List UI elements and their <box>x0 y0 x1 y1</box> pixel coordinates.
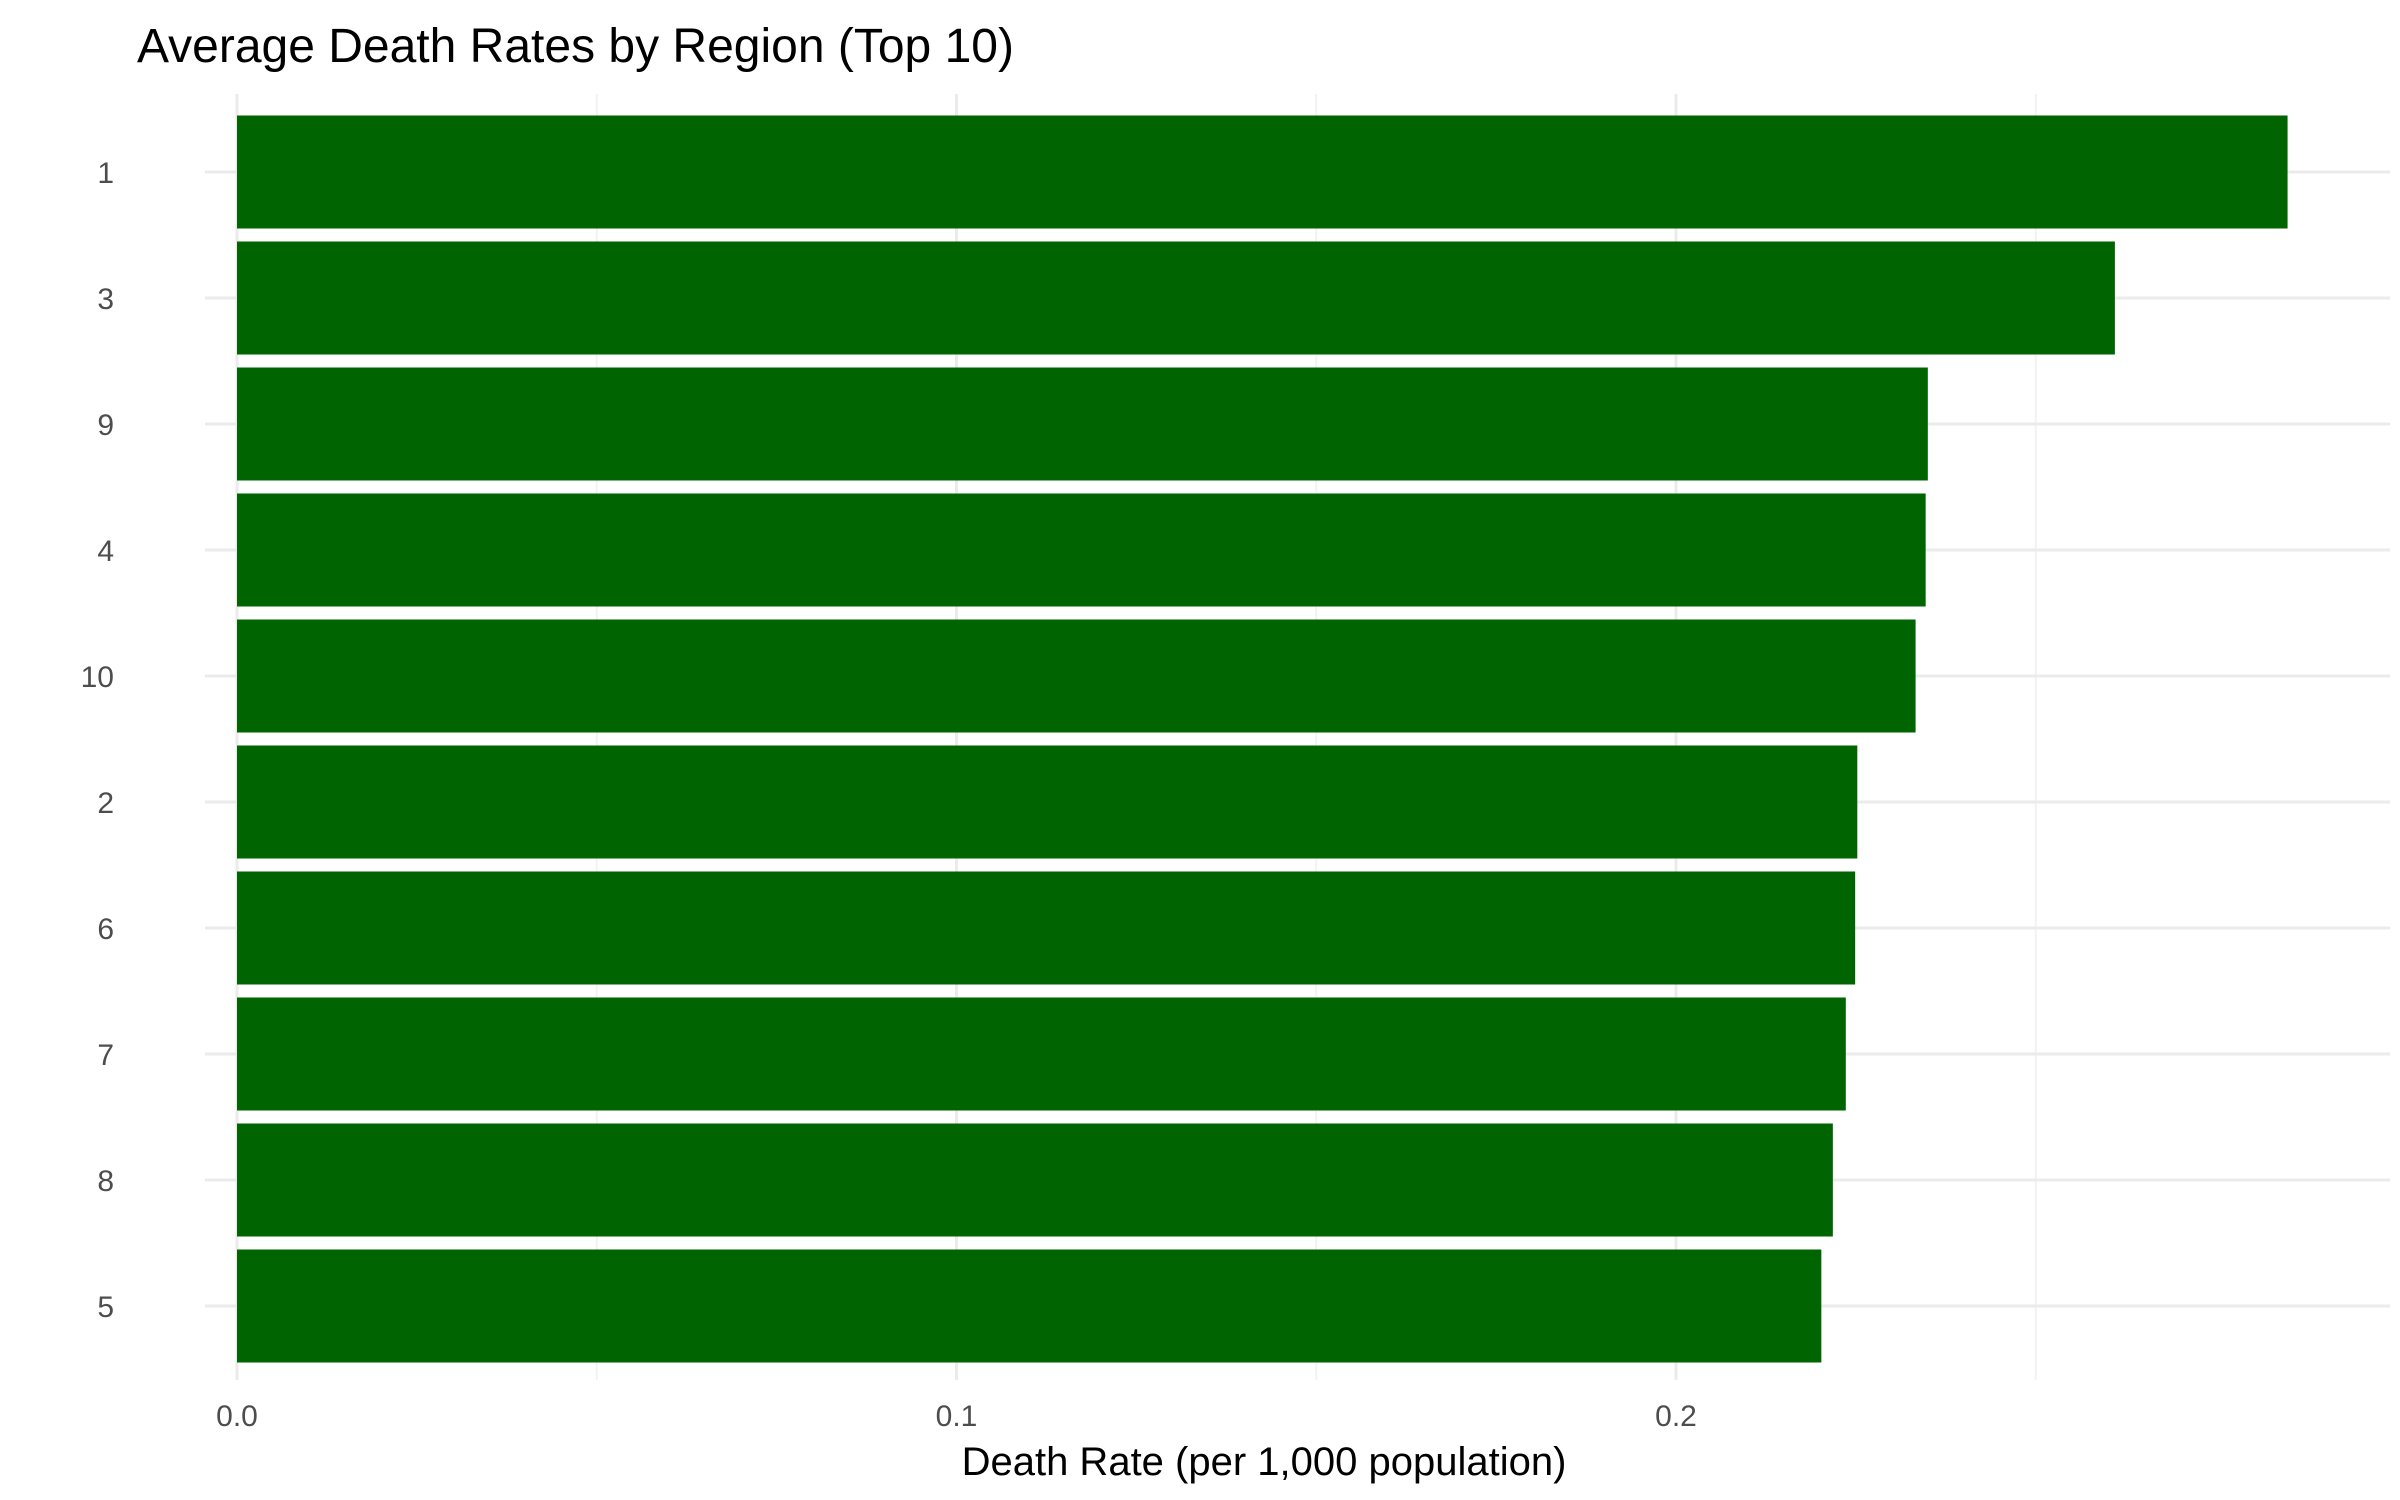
bar-region-7 <box>237 997 1846 1111</box>
y-tick-label: 8 <box>97 1165 114 1198</box>
x-axis-tick-labels: 0.0 0.1 0.2 <box>216 1400 1697 1433</box>
y-tick-label: 5 <box>97 1291 114 1324</box>
bar-region-10 <box>237 619 1916 733</box>
bar-region-1 <box>237 115 2288 229</box>
x-tick-label: 0.2 <box>1655 1400 1697 1433</box>
y-tick-label: 7 <box>97 1039 114 1072</box>
y-tick-label: 2 <box>97 787 114 820</box>
bar-region-4 <box>237 493 1926 607</box>
y-axis-tick-labels: 1 3 9 4 10 2 6 7 8 5 <box>81 157 114 1324</box>
bar-region-3 <box>237 241 2115 355</box>
bar-region-6 <box>237 871 1856 985</box>
x-tick-label: 0.0 <box>216 1400 258 1433</box>
y-tick-label: 4 <box>97 535 114 568</box>
bar-region-5 <box>237 1249 1822 1363</box>
chart-title: Average Death Rates by Region (Top 10) <box>137 20 1014 73</box>
x-axis-label: Death Rate (per 1,000 population) <box>962 1440 1567 1484</box>
bars <box>237 115 2288 1363</box>
y-tick-label: 1 <box>97 157 114 190</box>
bar-region-9 <box>237 367 1928 481</box>
y-tick-label: 3 <box>97 283 114 316</box>
bar-region-2 <box>237 745 1858 859</box>
y-tick-label: 10 <box>81 661 114 694</box>
y-tick-label: 6 <box>97 913 114 946</box>
x-tick-label: 0.1 <box>936 1400 978 1433</box>
bar-region-8 <box>237 1123 1833 1237</box>
y-tick-label: 9 <box>97 409 114 442</box>
